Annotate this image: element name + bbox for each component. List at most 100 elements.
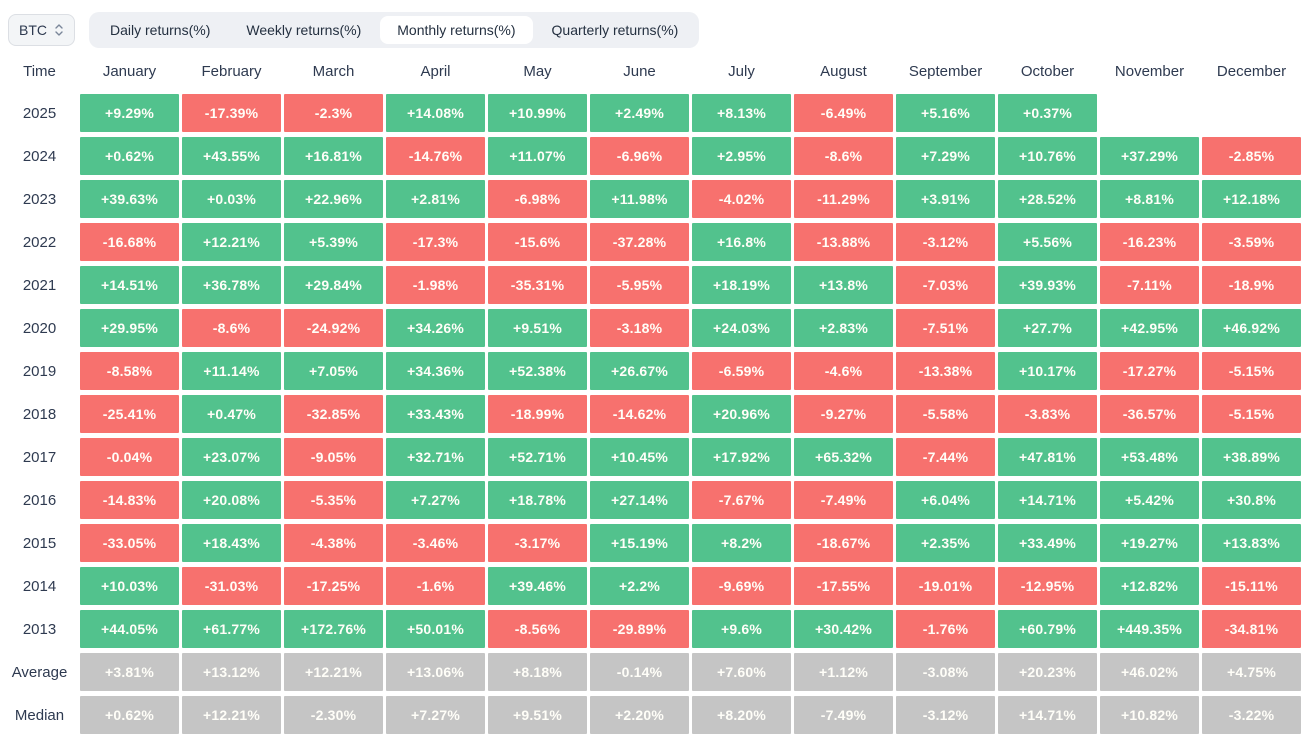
return-cell: -2.85% (1202, 137, 1301, 175)
table-row: 2025 +9.29% -17.39% -2.3% +14.08% +10.99% +2.4… (2, 94, 1315, 132)
return-cell: -12.95% (998, 567, 1097, 605)
return-cell: -7.03% (896, 266, 995, 304)
return-cell: -7.44% (896, 438, 995, 476)
return-cell: +7.60% (692, 653, 791, 691)
return-cell: +39.46% (488, 567, 587, 605)
column-header-month: August (820, 63, 867, 80)
return-cell: +19.27% (1100, 524, 1199, 562)
return-cell: +10.03% (80, 567, 179, 605)
return-cell: +13.12% (182, 653, 281, 691)
column-header-month: December (1216, 63, 1287, 80)
coin-selector[interactable]: BTC (8, 14, 75, 46)
table-row: 2017 -0.04% +23.07% -9.05% +32.71% +52.71% +10… (2, 438, 1315, 476)
return-cell: -0.04% (80, 438, 179, 476)
return-cell: -8.58% (80, 352, 179, 390)
return-cell: +29.84% (284, 266, 383, 304)
return-cell: +46.92% (1202, 309, 1301, 347)
table-row: 2013 +44.05% +61.77% +172.76% +50.01% -8.56% -… (2, 610, 1315, 648)
return-cell: +7.27% (386, 696, 485, 734)
return-cell: -8.6% (794, 137, 893, 175)
column-header-month: June (623, 63, 656, 80)
return-cell: +44.05% (80, 610, 179, 648)
return-cell: +14.51% (80, 266, 179, 304)
return-cell: -15.11% (1202, 567, 1301, 605)
return-cell: +13.83% (1202, 524, 1301, 562)
return-cell: +15.19% (590, 524, 689, 562)
return-cell: +24.03% (692, 309, 791, 347)
return-cell: -6.96% (590, 137, 689, 175)
row-label: Median (14, 706, 65, 724)
return-cell: +11.14% (182, 352, 281, 390)
return-cell: +12.21% (182, 696, 281, 734)
table-header-row: Time January February March April May June July… (2, 57, 1315, 86)
table-row: 2014 +10.03% -31.03% -17.25% -1.6% +39.46% +2.… (2, 567, 1315, 605)
return-cell: -17.55% (794, 567, 893, 605)
return-cell: -0.14% (590, 653, 689, 691)
return-cell: -13.88% (794, 223, 893, 261)
return-cell: -7.49% (794, 696, 893, 734)
column-header-month: July (728, 63, 755, 80)
return-cell: -14.62% (590, 395, 689, 433)
row-label: Average (11, 663, 68, 681)
table-row: 2018 -25.41% +0.47% -32.85% +33.43% -18.99% -1… (2, 395, 1315, 433)
return-cell: +50.01% (386, 610, 485, 648)
row-label: 2017 (22, 448, 57, 466)
return-cell: +10.82% (1100, 696, 1199, 734)
return-cell: -5.58% (896, 395, 995, 433)
return-cell: +18.78% (488, 481, 587, 519)
returns-heatmap-table: Time January February March April May June July… (0, 57, 1315, 734)
row-label: 2014 (22, 577, 57, 595)
tab-quarterly-returns[interactable]: Quarterly returns(%) (551, 22, 679, 38)
return-cell: +37.29% (1100, 137, 1199, 175)
return-cell: -6.49% (794, 94, 893, 132)
return-cell: -1.6% (386, 567, 485, 605)
return-cell: +39.63% (80, 180, 179, 218)
tab-daily-returns[interactable]: Daily returns(%) (110, 22, 211, 38)
return-cell: +1.12% (794, 653, 893, 691)
return-cell: +60.79% (998, 610, 1097, 648)
column-header-month: May (523, 63, 552, 80)
row-label: 2019 (22, 362, 57, 380)
tab-weekly-returns[interactable]: Weekly returns(%) (246, 22, 362, 38)
return-cell: -3.59% (1202, 223, 1301, 261)
return-cell: +20.08% (182, 481, 281, 519)
row-label: 2013 (22, 620, 57, 638)
return-cell: +18.43% (182, 524, 281, 562)
return-cell: -33.05% (80, 524, 179, 562)
return-cell: +14.71% (998, 696, 1097, 734)
return-cell: +11.98% (590, 180, 689, 218)
return-cell: +2.83% (794, 309, 893, 347)
return-cell: +2.81% (386, 180, 485, 218)
row-label: 2015 (22, 534, 57, 552)
return-cell: +43.55% (182, 137, 281, 175)
return-cell: +13.06% (386, 653, 485, 691)
return-cell: -7.49% (794, 481, 893, 519)
return-cell: +36.78% (182, 266, 281, 304)
return-cell: +2.95% (692, 137, 791, 175)
return-cell: -7.51% (896, 309, 995, 347)
return-cell: +23.07% (182, 438, 281, 476)
return-cell: +8.81% (1100, 180, 1199, 218)
return-cell: -3.12% (896, 223, 995, 261)
chevron-up-down-icon (55, 24, 63, 36)
return-cell: -37.28% (590, 223, 689, 261)
return-cell: +61.77% (182, 610, 281, 648)
table-row: 2022 -16.68% +12.21% +5.39% -17.3% -15.6% -37.… (2, 223, 1315, 261)
return-cell: +5.16% (896, 94, 995, 132)
return-cell: -1.76% (896, 610, 995, 648)
row-label: 2020 (22, 319, 57, 337)
return-cell: +11.07% (488, 137, 587, 175)
return-cell: -14.83% (80, 481, 179, 519)
return-cell: +7.05% (284, 352, 383, 390)
row-label: 2021 (22, 276, 57, 294)
return-cell: +3.91% (896, 180, 995, 218)
row-label: 2018 (22, 405, 57, 423)
return-cell: +17.92% (692, 438, 791, 476)
return-cell: -16.68% (80, 223, 179, 261)
return-cell: -31.03% (182, 567, 281, 605)
return-cell: -7.67% (692, 481, 791, 519)
tab-monthly-returns[interactable]: Monthly returns(%) (380, 16, 533, 44)
return-cell: +6.04% (896, 481, 995, 519)
return-cell: -16.23% (1100, 223, 1199, 261)
return-cell: +39.93% (998, 266, 1097, 304)
